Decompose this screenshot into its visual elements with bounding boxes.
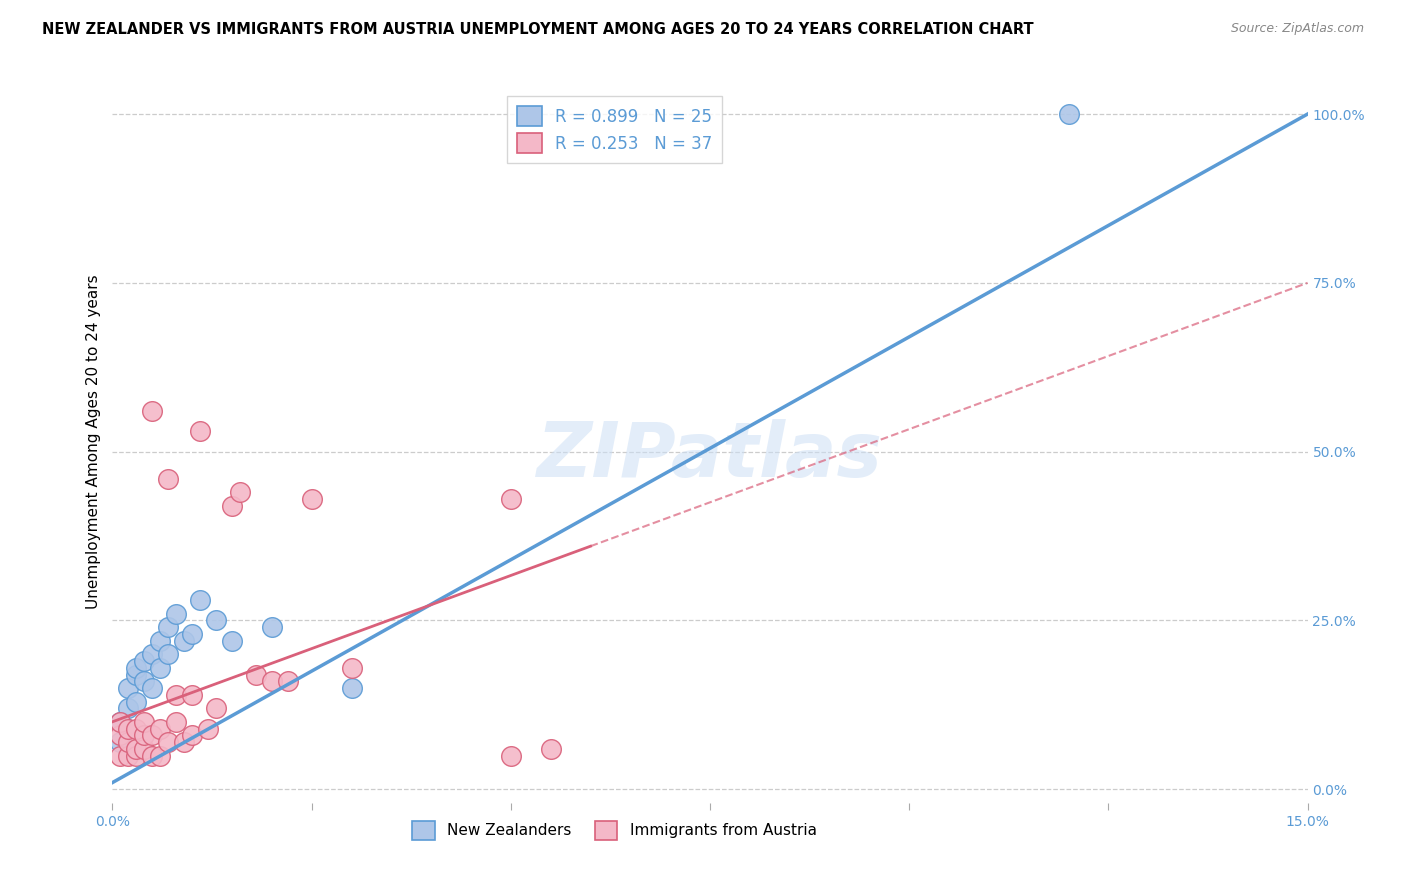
Point <box>117 722 139 736</box>
Point <box>149 633 172 648</box>
Point <box>149 722 172 736</box>
Point <box>157 472 180 486</box>
Point <box>117 735 139 749</box>
Point <box>260 674 283 689</box>
Point <box>125 741 148 756</box>
Point <box>221 499 243 513</box>
Point <box>149 748 172 763</box>
Point <box>125 748 148 763</box>
Point <box>110 728 132 742</box>
Point <box>117 701 139 715</box>
Point <box>134 741 156 756</box>
Point <box>540 741 562 756</box>
Point <box>110 714 132 729</box>
Point <box>141 748 163 763</box>
Point <box>117 748 139 763</box>
Point <box>141 681 163 695</box>
Point <box>157 735 180 749</box>
Point <box>165 688 187 702</box>
Point <box>340 661 363 675</box>
Point <box>499 748 522 763</box>
Point <box>125 694 148 708</box>
Point <box>301 491 323 506</box>
Point <box>134 714 156 729</box>
Point <box>340 681 363 695</box>
Point <box>141 647 163 661</box>
Point <box>134 728 156 742</box>
Text: ZIPatlas: ZIPatlas <box>537 419 883 493</box>
Point <box>134 674 156 689</box>
Point <box>141 404 163 418</box>
Point <box>134 654 156 668</box>
Point <box>117 681 139 695</box>
Point <box>205 701 228 715</box>
Point <box>149 661 172 675</box>
Point <box>173 633 195 648</box>
Point <box>125 667 148 681</box>
Point <box>125 722 148 736</box>
Point <box>110 735 132 749</box>
Text: NEW ZEALANDER VS IMMIGRANTS FROM AUSTRIA UNEMPLOYMENT AMONG AGES 20 TO 24 YEARS : NEW ZEALANDER VS IMMIGRANTS FROM AUSTRIA… <box>42 22 1033 37</box>
Point <box>125 661 148 675</box>
Point <box>165 714 187 729</box>
Point <box>165 607 187 621</box>
Point <box>157 620 180 634</box>
Legend: New Zealanders, Immigrants from Austria: New Zealanders, Immigrants from Austria <box>406 815 823 846</box>
Point <box>188 593 211 607</box>
Point <box>117 722 139 736</box>
Point <box>277 674 299 689</box>
Point <box>181 688 204 702</box>
Point <box>110 714 132 729</box>
Point <box>205 614 228 628</box>
Point <box>110 748 132 763</box>
Point <box>197 722 219 736</box>
Point <box>173 735 195 749</box>
Text: Source: ZipAtlas.com: Source: ZipAtlas.com <box>1230 22 1364 36</box>
Point <box>1057 107 1080 121</box>
Point <box>221 633 243 648</box>
Y-axis label: Unemployment Among Ages 20 to 24 years: Unemployment Among Ages 20 to 24 years <box>86 274 101 609</box>
Point <box>181 728 204 742</box>
Point <box>188 425 211 439</box>
Point <box>181 627 204 641</box>
Point <box>499 491 522 506</box>
Point <box>245 667 267 681</box>
Point <box>229 485 252 500</box>
Point <box>260 620 283 634</box>
Point <box>141 728 163 742</box>
Point <box>157 647 180 661</box>
